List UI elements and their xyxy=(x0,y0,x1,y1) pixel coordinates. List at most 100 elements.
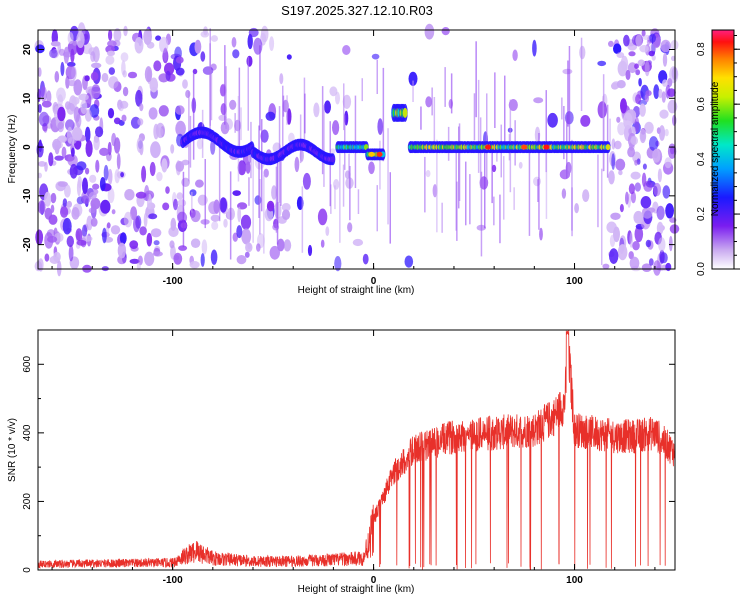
noise-blob xyxy=(178,245,188,251)
noise-streak xyxy=(275,166,278,233)
noise-blob xyxy=(547,112,558,128)
noise-blob xyxy=(665,262,672,272)
noise-blob xyxy=(302,172,311,190)
noise-blob xyxy=(46,229,56,239)
noise-blob xyxy=(597,101,607,119)
noise-blob xyxy=(512,49,518,62)
noise-streak xyxy=(601,168,603,265)
noise-blob xyxy=(90,51,96,63)
noise-blob xyxy=(57,121,64,133)
noise-blob xyxy=(177,211,188,224)
noise-blob xyxy=(668,235,673,252)
colorbar-label: Normalized spectral amplitude xyxy=(710,81,721,216)
noise-blob xyxy=(627,146,635,158)
noise-streak xyxy=(286,95,288,125)
noise-blob xyxy=(158,105,169,117)
noise-blob xyxy=(629,256,640,270)
noise-blob xyxy=(71,147,75,157)
noise-streak xyxy=(412,80,414,102)
noise-streak xyxy=(252,145,254,243)
noise-blob xyxy=(91,62,102,69)
noise-streak xyxy=(424,156,426,213)
noise-blob xyxy=(84,75,90,82)
noise-blob xyxy=(189,189,197,197)
noise-blob xyxy=(634,63,639,69)
noise-blob xyxy=(283,239,292,252)
noise-blob xyxy=(117,255,127,265)
noise-blob xyxy=(263,168,269,178)
noise-blob xyxy=(50,41,61,47)
noise-blob xyxy=(223,218,228,228)
snr-xtick-label: -100 xyxy=(163,575,183,586)
noise-blob xyxy=(173,198,178,211)
noise-blob xyxy=(123,25,128,37)
noise-streak xyxy=(545,90,547,173)
noise-streak xyxy=(389,172,391,244)
noise-blob xyxy=(642,208,653,219)
noise-blob xyxy=(634,116,640,133)
noise-blob xyxy=(170,144,175,154)
noise-blob xyxy=(656,205,665,220)
noise-blob xyxy=(635,94,642,105)
noise-streak xyxy=(513,187,515,210)
band-peak xyxy=(543,144,550,150)
noise-blob xyxy=(623,112,633,130)
noise-blob xyxy=(580,115,591,127)
noise-streak xyxy=(458,126,460,209)
noise-streak xyxy=(348,153,350,178)
noise-blob xyxy=(241,228,252,245)
spectrogram-xtick-label: -100 xyxy=(163,276,183,287)
noise-streak xyxy=(450,73,453,114)
noise-streak xyxy=(234,113,236,133)
noise-blob xyxy=(220,121,230,135)
noise-blob xyxy=(84,109,92,122)
noise-streak xyxy=(282,85,284,152)
noise-blob xyxy=(635,34,642,47)
noise-blob xyxy=(628,183,636,195)
noise-blob xyxy=(347,222,353,233)
noise-blob xyxy=(638,77,642,87)
noise-blob xyxy=(122,70,127,78)
spectrogram-ytick-label: 10 xyxy=(22,92,33,104)
noise-blob xyxy=(175,120,186,137)
noise-streak xyxy=(420,106,422,130)
noise-blob xyxy=(64,184,71,198)
noise-blob xyxy=(117,242,127,259)
noise-blob xyxy=(170,217,177,231)
noise-streak xyxy=(477,79,480,173)
noise-blob xyxy=(144,66,153,83)
colorbar xyxy=(711,29,735,270)
snr-xlabel: Height of straight line (km) xyxy=(298,584,415,595)
noise-blob xyxy=(617,244,628,261)
noise-blob xyxy=(630,191,637,204)
noise-blob xyxy=(609,248,619,264)
noise-blob xyxy=(58,48,65,56)
noise-blob xyxy=(127,71,138,79)
noise-blob xyxy=(76,161,87,171)
noise-blob xyxy=(613,226,620,243)
noise-streak xyxy=(609,118,611,147)
band-core xyxy=(605,144,611,151)
noise-blob xyxy=(334,256,342,272)
noise-blob xyxy=(95,126,104,138)
noise-blob xyxy=(196,138,204,150)
noise-blob xyxy=(615,158,626,171)
noise-blob xyxy=(44,191,52,207)
noise-streak xyxy=(382,67,385,162)
noise-blob xyxy=(641,29,646,37)
spectrogram-ytick-label: -10 xyxy=(22,188,33,203)
noise-blob xyxy=(107,108,115,119)
noise-blob xyxy=(135,89,143,107)
noise-streak xyxy=(323,105,325,187)
noise-blob xyxy=(269,36,275,51)
noise-blob xyxy=(82,235,93,242)
noise-streak xyxy=(480,171,483,257)
noise-streak xyxy=(238,67,241,147)
noise-blob xyxy=(665,203,674,219)
noise-blob xyxy=(49,48,58,59)
noise-blob xyxy=(76,31,85,48)
noise-blob xyxy=(661,91,666,103)
noise-blob xyxy=(210,35,218,42)
noise-blob xyxy=(653,182,662,197)
noise-blob xyxy=(135,191,147,199)
